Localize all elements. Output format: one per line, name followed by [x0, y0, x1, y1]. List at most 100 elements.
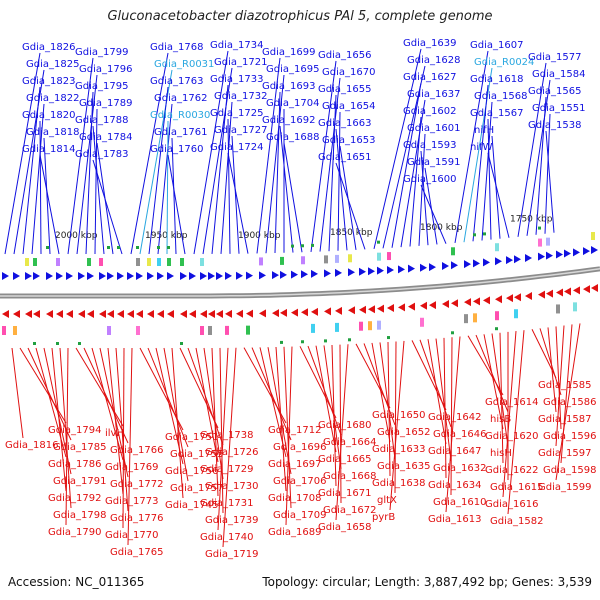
reverse-gene-label: Gdia_1616 [485, 499, 538, 510]
reverse-leader-line [203, 347, 224, 480]
forward-gene-label: Gdia_1651 [318, 152, 371, 163]
reverse-marker [33, 342, 36, 345]
reverse-leader-line [83, 347, 129, 444]
forward-gene-arrow [525, 254, 532, 263]
reverse-gene-arrow [483, 296, 490, 305]
feature-tracks [2, 226, 598, 345]
reverse-gene-arrow [420, 301, 427, 310]
reverse-gene-arrow [127, 310, 134, 318]
kbp-tick-label: 1750 kbp [510, 215, 553, 225]
forward-gene-label: Gdia_1825 [26, 59, 79, 70]
reverse-gene-label: Gdia_1798 [53, 510, 106, 521]
forward-feature-box [180, 258, 184, 266]
genome-summary: Topology: circular; Length: 3,887,492 bp… [262, 575, 592, 589]
forward-leader-line [391, 82, 422, 248]
forward-leader-line [526, 79, 551, 236]
reverse-gene-label: Gdia_1672 [323, 505, 376, 516]
reverse-gene-arrow [246, 309, 253, 318]
reverse-gene-label: Gdia_1585 [538, 380, 591, 391]
reverse-gene-label: Gdia_1598 [543, 465, 596, 476]
reverse-gene-label: Gdia_1785 [53, 442, 106, 453]
forward-gene-arrow [591, 246, 598, 255]
forward-gene-label: Gdia_1551 [532, 103, 585, 114]
forward-gene-label: Gdia_1704 [266, 98, 319, 109]
forward-leader-line [487, 118, 492, 240]
forward-gene-arrow [99, 272, 106, 280]
forward-leader-line [130, 52, 169, 255]
forward-leader-line [424, 167, 438, 245]
reverse-marker [78, 342, 81, 345]
forward-gene-label: Gdia_1618 [470, 74, 523, 85]
reverse-feature-box [473, 313, 477, 323]
forward-gene-label: Gdia_1593 [403, 140, 456, 151]
reverse-marker [451, 331, 454, 335]
reverse-gene-arrow [66, 310, 73, 318]
reverse-gene-label: Gdia_1790 [48, 527, 101, 538]
reverse-leader-line [387, 341, 391, 477]
reverse-gene-label: Gdia_1696 [273, 442, 326, 453]
forward-feature-box [87, 258, 91, 266]
forward-leader-line [279, 125, 294, 253]
forward-leader-line [319, 77, 341, 252]
reverse-gene-label: Gdia_1708 [268, 493, 321, 504]
forward-gene-label: Gdia_1763 [150, 76, 203, 87]
reverse-feature-box [573, 302, 577, 312]
forward-gene-label: Gdia_1584 [532, 69, 585, 80]
forward-gene-label: Gdia_1762 [154, 93, 207, 104]
reverse-leader-line [555, 326, 562, 430]
forward-gene-label: Gdia_R0030 [150, 110, 210, 121]
forward-gene-arrow [324, 269, 331, 278]
reverse-leader-line [555, 323, 581, 481]
reverse-feature-box [246, 325, 250, 335]
forward-feature-box [546, 237, 550, 246]
forward-leader-line [544, 113, 551, 234]
reverse-gene-arrow [167, 310, 174, 318]
reverse-gene-label: Gdia_1757 [170, 483, 223, 494]
forward-gene-label: Gdia_1692 [262, 115, 315, 126]
forward-gene-arrow [136, 272, 143, 280]
reverse-feature-box [225, 325, 229, 335]
forward-gene-arrow [13, 272, 20, 280]
forward-leader-line [22, 86, 41, 255]
reverse-gene-arrow [408, 302, 415, 311]
forward-gene-label: Gdia_1796 [79, 64, 132, 75]
reverse-gene-arrow [538, 290, 545, 299]
reverse-gene-label: Gdia_1632 [433, 463, 486, 474]
reverse-gene-label: Gdia_1658 [318, 522, 371, 533]
reverse-leader-line [222, 347, 237, 548]
forward-leader-line [193, 50, 229, 255]
reverse-gene-arrow [506, 294, 513, 303]
forward-leader-line [76, 74, 98, 255]
reverse-gene-label: Gdia_1665 [318, 454, 371, 465]
forward-gene-labels: Gdia_1826Gdia_1825Gdia_1823Gdia_1822Gdia… [22, 38, 585, 185]
reverse-leader-line [195, 347, 219, 463]
forward-leader-line [227, 118, 231, 254]
reverse-gene-arrow [591, 284, 598, 293]
forward-gene-label: Gdia_1788 [75, 115, 128, 126]
forward-feature-box [167, 258, 171, 266]
forward-gene-label: Gdia_1823 [22, 76, 75, 87]
forward-gene-arrow [87, 272, 94, 280]
forward-leader-line [283, 142, 303, 253]
forward-feature-box [387, 252, 391, 261]
reverse-leader-line [107, 347, 124, 495]
forward-marker [473, 233, 476, 237]
reverse-gene-label: hisB [490, 414, 511, 425]
forward-gene-arrow [56, 272, 63, 280]
forward-leader-line [328, 94, 337, 252]
reverse-leader-line [379, 342, 396, 460]
forward-gene-label: Gdia_1725 [210, 108, 263, 119]
forward-gene-label: Gdia_R0024 [474, 57, 534, 68]
forward-gene-label: Gdia_1732 [214, 91, 267, 102]
forward-gene-arrow [78, 272, 85, 280]
forward-marker [107, 246, 110, 249]
forward-leader-line [337, 111, 341, 251]
forward-gene-label: Gdia_R0031 [154, 59, 214, 70]
reverse-gene-label: Gdia_1614 [485, 397, 538, 408]
reverse-feature-box [368, 321, 372, 331]
forward-marker [311, 243, 314, 247]
forward-gene-arrow [107, 272, 114, 280]
reverse-leader-line [339, 344, 342, 504]
reverse-gene-label: Gdia_1586 [543, 397, 596, 408]
